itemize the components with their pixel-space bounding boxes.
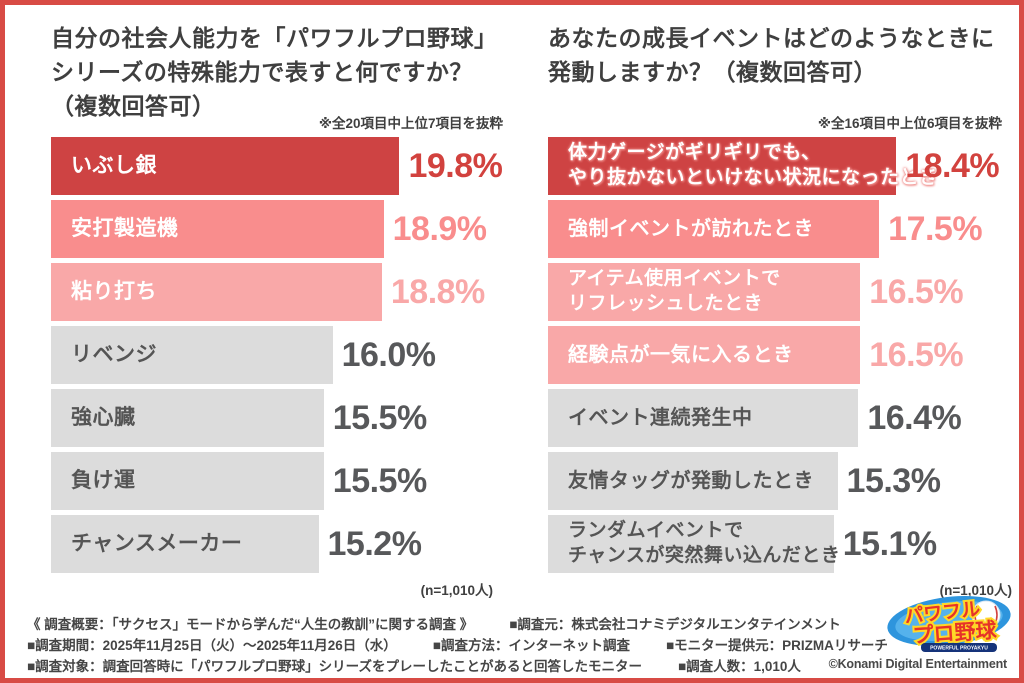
bar-label: イベント連続発生中 (568, 407, 753, 429)
bar-value: 17.5% (888, 209, 983, 248)
survey-note-line: ■調査期間：2025年11月25日（火）～2025年11月26日（水） ■調査方法… (27, 635, 888, 656)
bar-row: イベント連続発生中 16.4% (548, 389, 1014, 447)
pawapuro-logo-icon: パワフル プロ野球 POWERFUL PROYAKYU (887, 596, 1011, 652)
bar-value: 15.5% (332, 461, 427, 500)
bar: チャンスメーカー (51, 515, 319, 573)
survey-note-item: ■調査方法：インターネット調査 (432, 638, 630, 653)
survey-note-line: 《 調査概要：「サクセス」モードから学んだ“人生の教訓”に関する調査 》 ■調査元… (27, 614, 879, 635)
sample-size: (n=1,010人) (420, 583, 493, 598)
svg-text:POWERFUL PROYAKYU: POWERFUL PROYAKYU (930, 646, 988, 652)
bar: 粘り打ち (51, 263, 382, 321)
bar-label: 負け運 (71, 469, 136, 493)
bar: アイテム使用イベントで リフレッシュしたとき (548, 263, 861, 321)
bar-label: 強心臓 (71, 406, 136, 430)
bar-list: いぶし銀 19.8% 安打製造機 18.9% 粘り打ち 18.8% リベンジ 16.0% 強心臓… (51, 137, 515, 573)
bar-value: 18.4% (905, 146, 1000, 185)
survey-note-item: ■調査元：株式会社コナミデジタルエンタテインメント (509, 617, 841, 632)
survey-note-item: ■調査期間：2025年11月25日（火）～2025年11月26日（水） (27, 638, 397, 653)
bar-value: 16.0% (341, 335, 436, 374)
bar-value: 16.5% (869, 335, 964, 374)
bar-value: 18.8% (390, 272, 485, 311)
bar: 負け運 (51, 452, 324, 510)
pawapuro-logo: パワフル プロ野球 POWERFUL PROYAKYU (885, 594, 1017, 656)
bar-value: 18.9% (392, 209, 487, 248)
copyright-text: ©Konami Digital Entertainment (828, 657, 1008, 671)
chart-title: 自分の社会人能力を「パワフルプロ野球」 シリーズの特殊能力で表すと何ですか？ （… (51, 25, 498, 119)
bar-value: 15.2% (327, 524, 422, 563)
bar-value: 16.4% (867, 398, 962, 437)
bar: 強心臓 (51, 389, 324, 447)
bar-label: 経験点が一気に入るとき (568, 344, 794, 366)
bar-row: 粘り打ち 18.8% (51, 263, 515, 321)
bar-row: いぶし銀 19.8% (51, 137, 515, 195)
chart-growth-events: あなたの成長イベントはどのようなときに 発動しますか？（複数回答可） ※全16項… (548, 21, 1014, 598)
bar-row: チャンスメーカー 15.2% (51, 515, 515, 573)
chart-special-abilities: 自分の社会人能力を「パワフルプロ野球」 シリーズの特殊能力で表すと何ですか？ （… (51, 21, 515, 598)
bar: イベント連続発生中 (548, 389, 859, 447)
bar-value: 15.5% (332, 398, 427, 437)
bar-label: チャンスメーカー (71, 532, 243, 556)
bar: 友情タッグが発動したとき (548, 452, 838, 510)
bar-row: 体力ゲージがギリギリでも、 やり抜かないといけない状況になったとき 18.4% (548, 137, 1014, 195)
bar: 体力ゲージがギリギリでも、 やり抜かないといけない状況になったとき (548, 137, 938, 195)
bar-row: アイテム使用イベントで リフレッシュしたとき 16.5% (548, 263, 1014, 321)
bar: 強制イベントが訪れたとき (548, 200, 880, 258)
bar-value: 16.5% (869, 272, 964, 311)
chart-note: ※全16項目中上位6項目を抜粋 (817, 116, 1002, 131)
survey-note-item: 《 調査概要：「サクセス」モードから学んだ“人生の教訓”に関する調査 》 (27, 617, 474, 632)
survey-note-item: ■調査対象：調査回答時に「パワフルプロ野球」シリーズをプレーしたことがあると回答… (27, 659, 642, 674)
bar-label: 強制イベントが訪れたとき (568, 218, 814, 240)
bar-row: 安打製造機 18.9% (51, 200, 515, 258)
survey-note-item: ■モニター提供元：PRIZMAリサーチ (665, 638, 888, 653)
bar-label: 安打製造機 (71, 217, 179, 241)
bar-row: 強制イベントが訪れたとき 17.5% (548, 200, 1014, 258)
bar-value: 15.3% (846, 461, 941, 500)
chart-note: ※全20項目中上位7項目を抜粋 (318, 116, 503, 131)
survey-notes: 《 調査概要：「サクセス」モードから学んだ“人生の教訓”に関する調査 》 ■調査元… (27, 614, 888, 677)
bar-label: 体力ゲージがギリギリでも、 やり抜かないといけない状況になったとき (568, 142, 939, 188)
bar-label: ランダムイベントで チャンスが突然舞い込んだとき (568, 520, 841, 566)
survey-note-line: ■調査対象：調査回答時に「パワフルプロ野球」シリーズをプレーしたことがあると回答… (27, 656, 879, 677)
bar: 経験点が一気に入るとき (548, 326, 861, 384)
bar-label: いぶし銀 (71, 154, 157, 178)
bar: リベンジ (51, 326, 333, 384)
sample-size: (n=1,010人) (939, 583, 1012, 598)
bar-list: 体力ゲージがギリギリでも、 やり抜かないといけない状況になったとき 18.4% 強制… (548, 137, 1014, 573)
survey-overview: 《 調査概要：「サクセス」モードから学んだ“人生の教訓”に関する調査 》 ■調査元… (27, 614, 888, 677)
bar: ランダムイベントで チャンスが突然舞い込んだとき (548, 515, 840, 573)
bar-row: リベンジ 16.0% (51, 326, 515, 384)
bar: 安打製造機 (51, 200, 384, 258)
bar-label: アイテム使用イベントで リフレッシュしたとき (568, 268, 781, 314)
bar-row: 強心臓 15.5% (51, 389, 515, 447)
bar-value: 19.8% (408, 146, 503, 185)
bar-row: ランダムイベントで チャンスが突然舞い込んだとき 15.1% (548, 515, 1014, 573)
bar-value: 15.1% (842, 524, 937, 563)
bar-row: 負け運 15.5% (51, 452, 515, 510)
bar-label: 粘り打ち (71, 280, 157, 304)
survey-note-item: ■調査人数：1,010人 (677, 659, 801, 674)
chart-title: あなたの成長イベントはどのようなときに 発動しますか？（複数回答可） (548, 25, 995, 85)
bar-label: 友情タッグが発動したとき (568, 470, 814, 492)
bar: いぶし銀 (51, 137, 400, 195)
bar-row: 友情タッグが発動したとき 15.3% (548, 452, 1014, 510)
bar-label: リベンジ (71, 343, 157, 367)
bar-row: 経験点が一気に入るとき 16.5% (548, 326, 1014, 384)
